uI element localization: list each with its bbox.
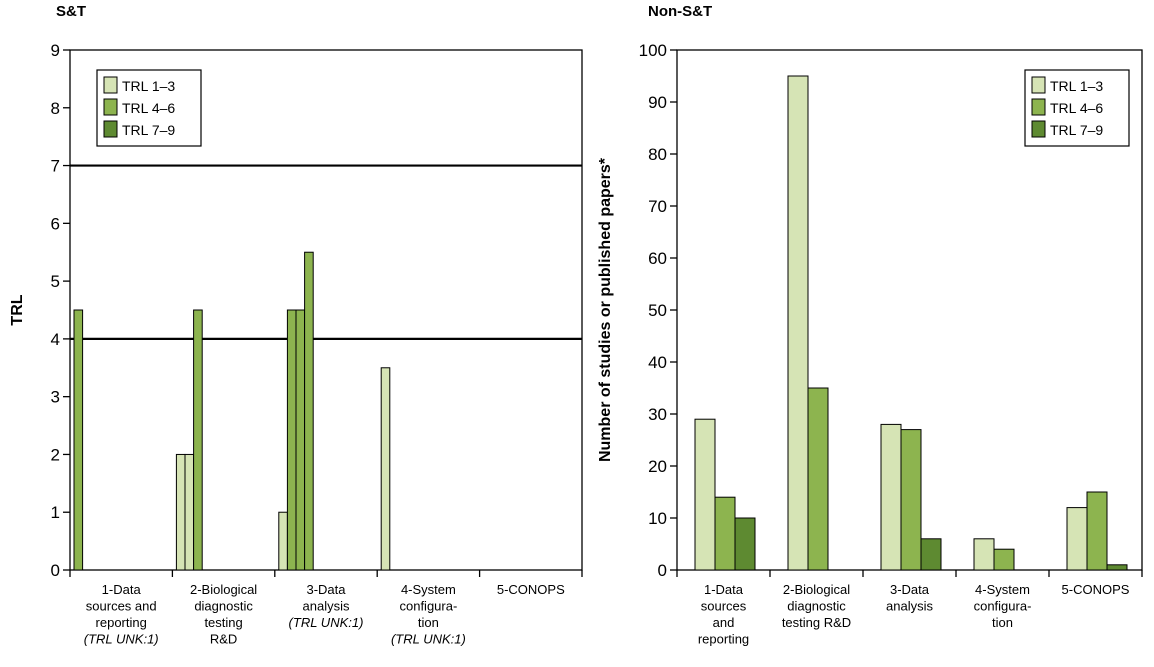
y-tick-label: 50 xyxy=(648,301,667,320)
right-chart-title: Non-S&T xyxy=(648,3,712,20)
y-tick-label: 60 xyxy=(648,249,667,268)
legend-label: TRL 7–9 xyxy=(122,122,175,138)
bar xyxy=(807,387,829,571)
legend-label: TRL 1–3 xyxy=(122,78,175,94)
x-category-label: 4-System xyxy=(401,582,456,597)
x-category-label: reporting xyxy=(698,632,749,647)
legend-swatch xyxy=(1031,76,1046,94)
legend-swatch xyxy=(103,76,118,94)
y-tick-label: 6 xyxy=(51,214,60,233)
bar xyxy=(900,429,922,571)
plot-frame xyxy=(69,49,583,571)
x-category-label: 1-Data xyxy=(704,582,744,597)
x-category-label: sources and xyxy=(86,599,157,614)
bar xyxy=(295,309,306,571)
x-category-label: 3-Data xyxy=(306,582,346,597)
y-tick-label: 1 xyxy=(51,503,60,522)
bar xyxy=(380,367,391,571)
legend-label: TRL 4–6 xyxy=(122,100,175,116)
y-tick-label: 7 xyxy=(51,157,60,176)
y-tick-label: 100 xyxy=(639,41,667,60)
x-category-label: sources xyxy=(701,599,747,614)
y-tick-label: 30 xyxy=(648,405,667,424)
bar xyxy=(1066,507,1088,571)
x-category-label: R&D xyxy=(210,632,237,647)
x-category-label: reporting xyxy=(96,615,147,630)
bar xyxy=(304,251,314,571)
bar xyxy=(175,453,186,571)
bar xyxy=(73,309,84,571)
y-tick-label: 90 xyxy=(648,93,667,112)
x-category-label: 2-Biological xyxy=(190,582,257,597)
bar xyxy=(973,538,995,571)
bar xyxy=(787,75,809,571)
y-tick-label: 70 xyxy=(648,197,667,216)
legend-label: TRL 4–6 xyxy=(1050,100,1103,116)
y-axis-label: Number of studies or published papers* xyxy=(597,157,614,462)
x-category-label: tion xyxy=(992,615,1013,630)
y-tick-label: 9 xyxy=(51,41,60,60)
x-category-label: 5-CONOPS xyxy=(497,582,565,597)
bar xyxy=(714,496,736,571)
y-tick-label: 2 xyxy=(51,445,60,464)
bar xyxy=(734,517,756,571)
x-category-note: (TRL UNK:1) xyxy=(391,632,466,647)
left-chart-title: S&T xyxy=(56,3,86,20)
bar xyxy=(1086,491,1108,571)
y-tick-label: 3 xyxy=(51,388,60,407)
x-category-label: testing R&D xyxy=(782,615,851,630)
x-category-label: 2-Biological xyxy=(783,582,850,597)
x-category-label: and xyxy=(713,615,735,630)
legend-swatch xyxy=(103,120,118,138)
x-category-label: tion xyxy=(418,615,439,630)
x-category-note: (TRL UNK:1) xyxy=(289,615,364,630)
x-category-label: analysis xyxy=(303,599,350,614)
bar xyxy=(286,309,297,571)
y-tick-label: 8 xyxy=(51,99,60,118)
x-category-label: configura- xyxy=(399,599,457,614)
legend-swatch xyxy=(1031,98,1046,116)
x-category-label: 1-Data xyxy=(102,582,142,597)
legend-label: TRL 1–3 xyxy=(1050,78,1103,94)
bar xyxy=(920,538,942,571)
y-tick-label: 5 xyxy=(51,272,60,291)
bar xyxy=(880,423,902,571)
x-category-label: 3-Data xyxy=(890,582,930,597)
bar xyxy=(278,511,288,571)
y-tick-label: 80 xyxy=(648,145,667,164)
bar xyxy=(193,309,203,571)
bar xyxy=(993,548,1015,571)
y-tick-label: 0 xyxy=(658,561,667,580)
legend-swatch xyxy=(103,98,118,116)
y-tick-label: 20 xyxy=(648,457,667,476)
x-category-note: (TRL UNK:1) xyxy=(84,632,159,647)
legend-swatch xyxy=(1031,120,1046,138)
x-category-label: 4-System xyxy=(975,582,1030,597)
x-category-label: analysis xyxy=(886,599,933,614)
x-category-label: 5-CONOPS xyxy=(1062,582,1130,597)
x-category-label: testing xyxy=(204,615,242,630)
x-category-label: diagnostic xyxy=(787,599,846,614)
y-axis-label: TRL xyxy=(9,294,26,325)
y-tick-label: 0 xyxy=(51,561,60,580)
y-tick-label: 10 xyxy=(648,509,667,528)
bar xyxy=(184,453,195,571)
bar xyxy=(1106,564,1128,571)
x-category-label: diagnostic xyxy=(194,599,253,614)
x-category-label: configura- xyxy=(974,599,1032,614)
y-tick-label: 40 xyxy=(648,353,667,372)
bar xyxy=(694,418,716,571)
y-tick-label: 4 xyxy=(51,330,60,349)
legend-label: TRL 7–9 xyxy=(1050,122,1103,138)
